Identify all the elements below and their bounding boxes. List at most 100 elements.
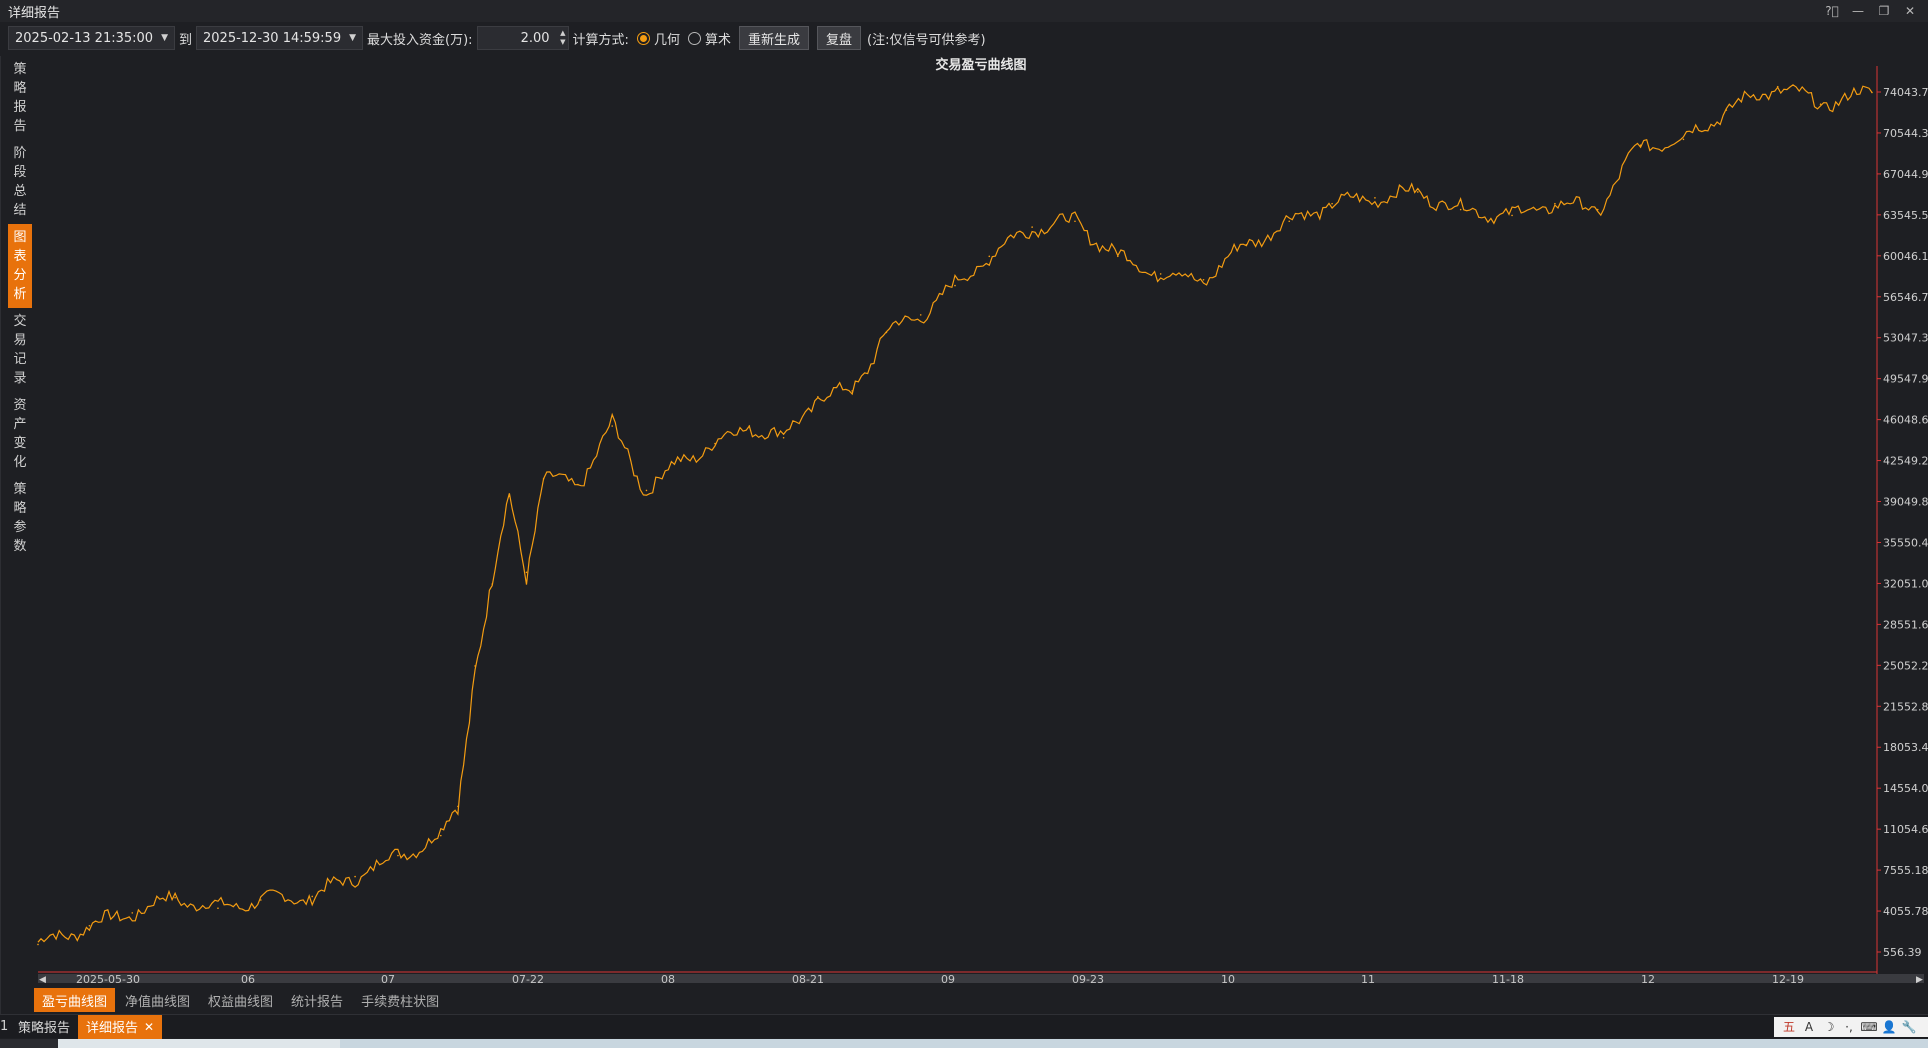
x-tick-label: 11: [1361, 973, 1375, 986]
to-label: 到: [179, 32, 193, 48]
replay-button[interactable]: 复盘: [816, 26, 861, 50]
wrench-icon[interactable]: 🔧: [1901, 1019, 1917, 1034]
status-bar: 1 策略报告 详细报告 ✕ 五 A ☽ ·, ⌨ 👤 🔧: [0, 1014, 1928, 1039]
y-tick-label: 14554.0: [1883, 782, 1928, 795]
minimize-icon[interactable]: —: [1852, 4, 1864, 18]
tab-stats-report[interactable]: 统计报告: [291, 994, 344, 1010]
data-point: [679, 460, 682, 462]
y-tick-label: 67044.9: [1883, 168, 1928, 181]
data-point: [885, 331, 888, 334]
nav-stage-summary[interactable]: 阶 段 总 结: [8, 140, 32, 224]
y-tick-label: 556.39: [1883, 946, 1922, 959]
radio-selected-icon: [636, 31, 650, 45]
signal-note: (注:仅信号可供参考): [867, 32, 986, 48]
data-point: [131, 912, 134, 914]
nav-char: 析: [13, 287, 27, 302]
x-tick-label: 08-21: [792, 973, 824, 986]
data-point: [174, 896, 176, 899]
y-tick-label: 18053.4: [1883, 741, 1928, 754]
close-tab-icon[interactable]: ✕: [144, 1019, 155, 1034]
nav-char: 分: [13, 268, 27, 283]
tab-fee-bar-chart[interactable]: 手续费柱状图: [361, 994, 440, 1010]
end-datetime-value: 2025-12-30 14:59:59: [203, 30, 342, 46]
help-icon[interactable]: ?⃝: [1825, 4, 1839, 18]
close-icon[interactable]: ✕: [1904, 4, 1916, 18]
start-datetime-value: 2025-02-13 21:35:00: [15, 30, 154, 46]
punctuation-icon[interactable]: ·,: [1845, 1019, 1853, 1034]
data-point: [1682, 138, 1685, 141]
chart-panel: 556.39 4055.78 7555.18 11054.6 14554.0 18053.…: [34, 52, 1928, 986]
nav-asset-change[interactable]: 资 产 变 化: [8, 392, 32, 476]
chevron-down-icon: ▼: [161, 33, 168, 43]
moon-icon[interactable]: ☽: [1823, 1019, 1835, 1034]
x-tick-label: 08: [661, 973, 675, 986]
data-point: [1725, 109, 1728, 111]
nav-char: 化: [13, 455, 27, 470]
data-point: [1202, 278, 1205, 281]
tab-equity-curve[interactable]: 权益曲线图: [208, 994, 274, 1010]
window-title: 详细报告: [8, 5, 61, 21]
data-point: [817, 395, 819, 398]
data-point: [748, 425, 751, 427]
data-point: [439, 834, 442, 837]
tab-pnl-curve[interactable]: 盈亏曲线图: [34, 988, 116, 1012]
nav-char: 报: [13, 100, 27, 115]
pnl-line-series: [37, 84, 1873, 943]
data-point: [577, 483, 579, 486]
bottom-tabs: 盈亏曲线图 净值曲线图 权益曲线图 统计报告 手续费柱状图: [34, 988, 447, 1012]
font-icon[interactable]: A: [1804, 1019, 1814, 1034]
y-tick-label: 60046.1: [1883, 250, 1928, 263]
data-point: [88, 924, 91, 927]
nav-char: 录: [13, 371, 27, 386]
tab-nav-curve[interactable]: 净值曲线图: [125, 994, 191, 1010]
window-tab-strategy-report[interactable]: 策略报告: [10, 1015, 78, 1039]
window-tab-detail-report[interactable]: 详细报告 ✕: [78, 1014, 163, 1039]
max-capital-spinbox[interactable]: 2.00 ▲ ▼: [476, 26, 569, 50]
user-icon[interactable]: 👤: [1881, 1019, 1897, 1034]
scroll-left-icon: ◀: [39, 975, 46, 985]
data-point: [1596, 208, 1599, 211]
nav-char: 略: [13, 81, 27, 96]
data-point: [954, 284, 956, 287]
start-datetime-select[interactable]: 2025-02-13 21:35:00 ▼: [8, 26, 175, 50]
nav-char: 总: [13, 184, 27, 199]
data-point: [1374, 197, 1376, 199]
radio-arithmetic-label: 算术: [704, 32, 731, 48]
nav-strategy-params[interactable]: 策 略 参 数: [8, 476, 32, 560]
toolbar: 2025-02-13 21:35:00 ▼ 到 2025-12-30 14:59…: [0, 24, 1928, 52]
data-point: [1031, 226, 1033, 228]
window-tab-label: 详细报告: [86, 1021, 139, 1036]
nav-char: 略: [13, 501, 27, 516]
data-point: [397, 854, 399, 857]
nav-char: 产: [13, 417, 27, 432]
keyboard-icon[interactable]: ⌨: [1860, 1019, 1878, 1034]
nav-char: 参: [13, 520, 27, 535]
nav-char: 表: [13, 249, 27, 264]
x-tick-label: 2025-05-30: [76, 973, 140, 986]
y-tick-label: 35550.4: [1883, 536, 1928, 549]
data-point: [645, 489, 648, 492]
pnl-chart[interactable]: 556.39 4055.78 7555.18 11054.6 14554.0 18053.…: [34, 52, 1928, 986]
nav-chart-analysis[interactable]: 图 表 分 析: [8, 224, 32, 308]
nav-char: 易: [13, 333, 27, 348]
nav-char: 策: [13, 482, 27, 497]
max-capital-label: 最大投入资金(万):: [367, 32, 473, 48]
nav-char: 记: [13, 352, 27, 367]
x-tick-label: 06: [241, 973, 255, 986]
nav-strategy-report[interactable]: 策 略 报 告: [8, 56, 32, 140]
y-tick-label: 56546.7: [1883, 291, 1928, 304]
data-point: [1776, 85, 1779, 88]
spin-arrows-icon[interactable]: ▲ ▼: [560, 29, 566, 46]
maximize-icon[interactable]: ❐: [1878, 4, 1890, 18]
data-point: [1159, 273, 1162, 275]
nav-trade-records[interactable]: 交 易 记 录: [8, 308, 32, 392]
radio-geometric[interactable]: 几何: [636, 29, 680, 48]
y-tick-label: 39049.8: [1883, 496, 1928, 509]
data-point: [851, 390, 853, 392]
data-point: [217, 907, 219, 909]
radio-arithmetic[interactable]: 算术: [687, 29, 731, 48]
end-datetime-select[interactable]: 2025-12-30 14:59:59 ▼: [196, 26, 364, 50]
ime-mode-icon[interactable]: 五: [1782, 1020, 1795, 1034]
regenerate-button[interactable]: 重新生成: [738, 26, 809, 50]
title-bar: 详细报告 ?⃝ — ❐ ✕: [0, 0, 1928, 22]
